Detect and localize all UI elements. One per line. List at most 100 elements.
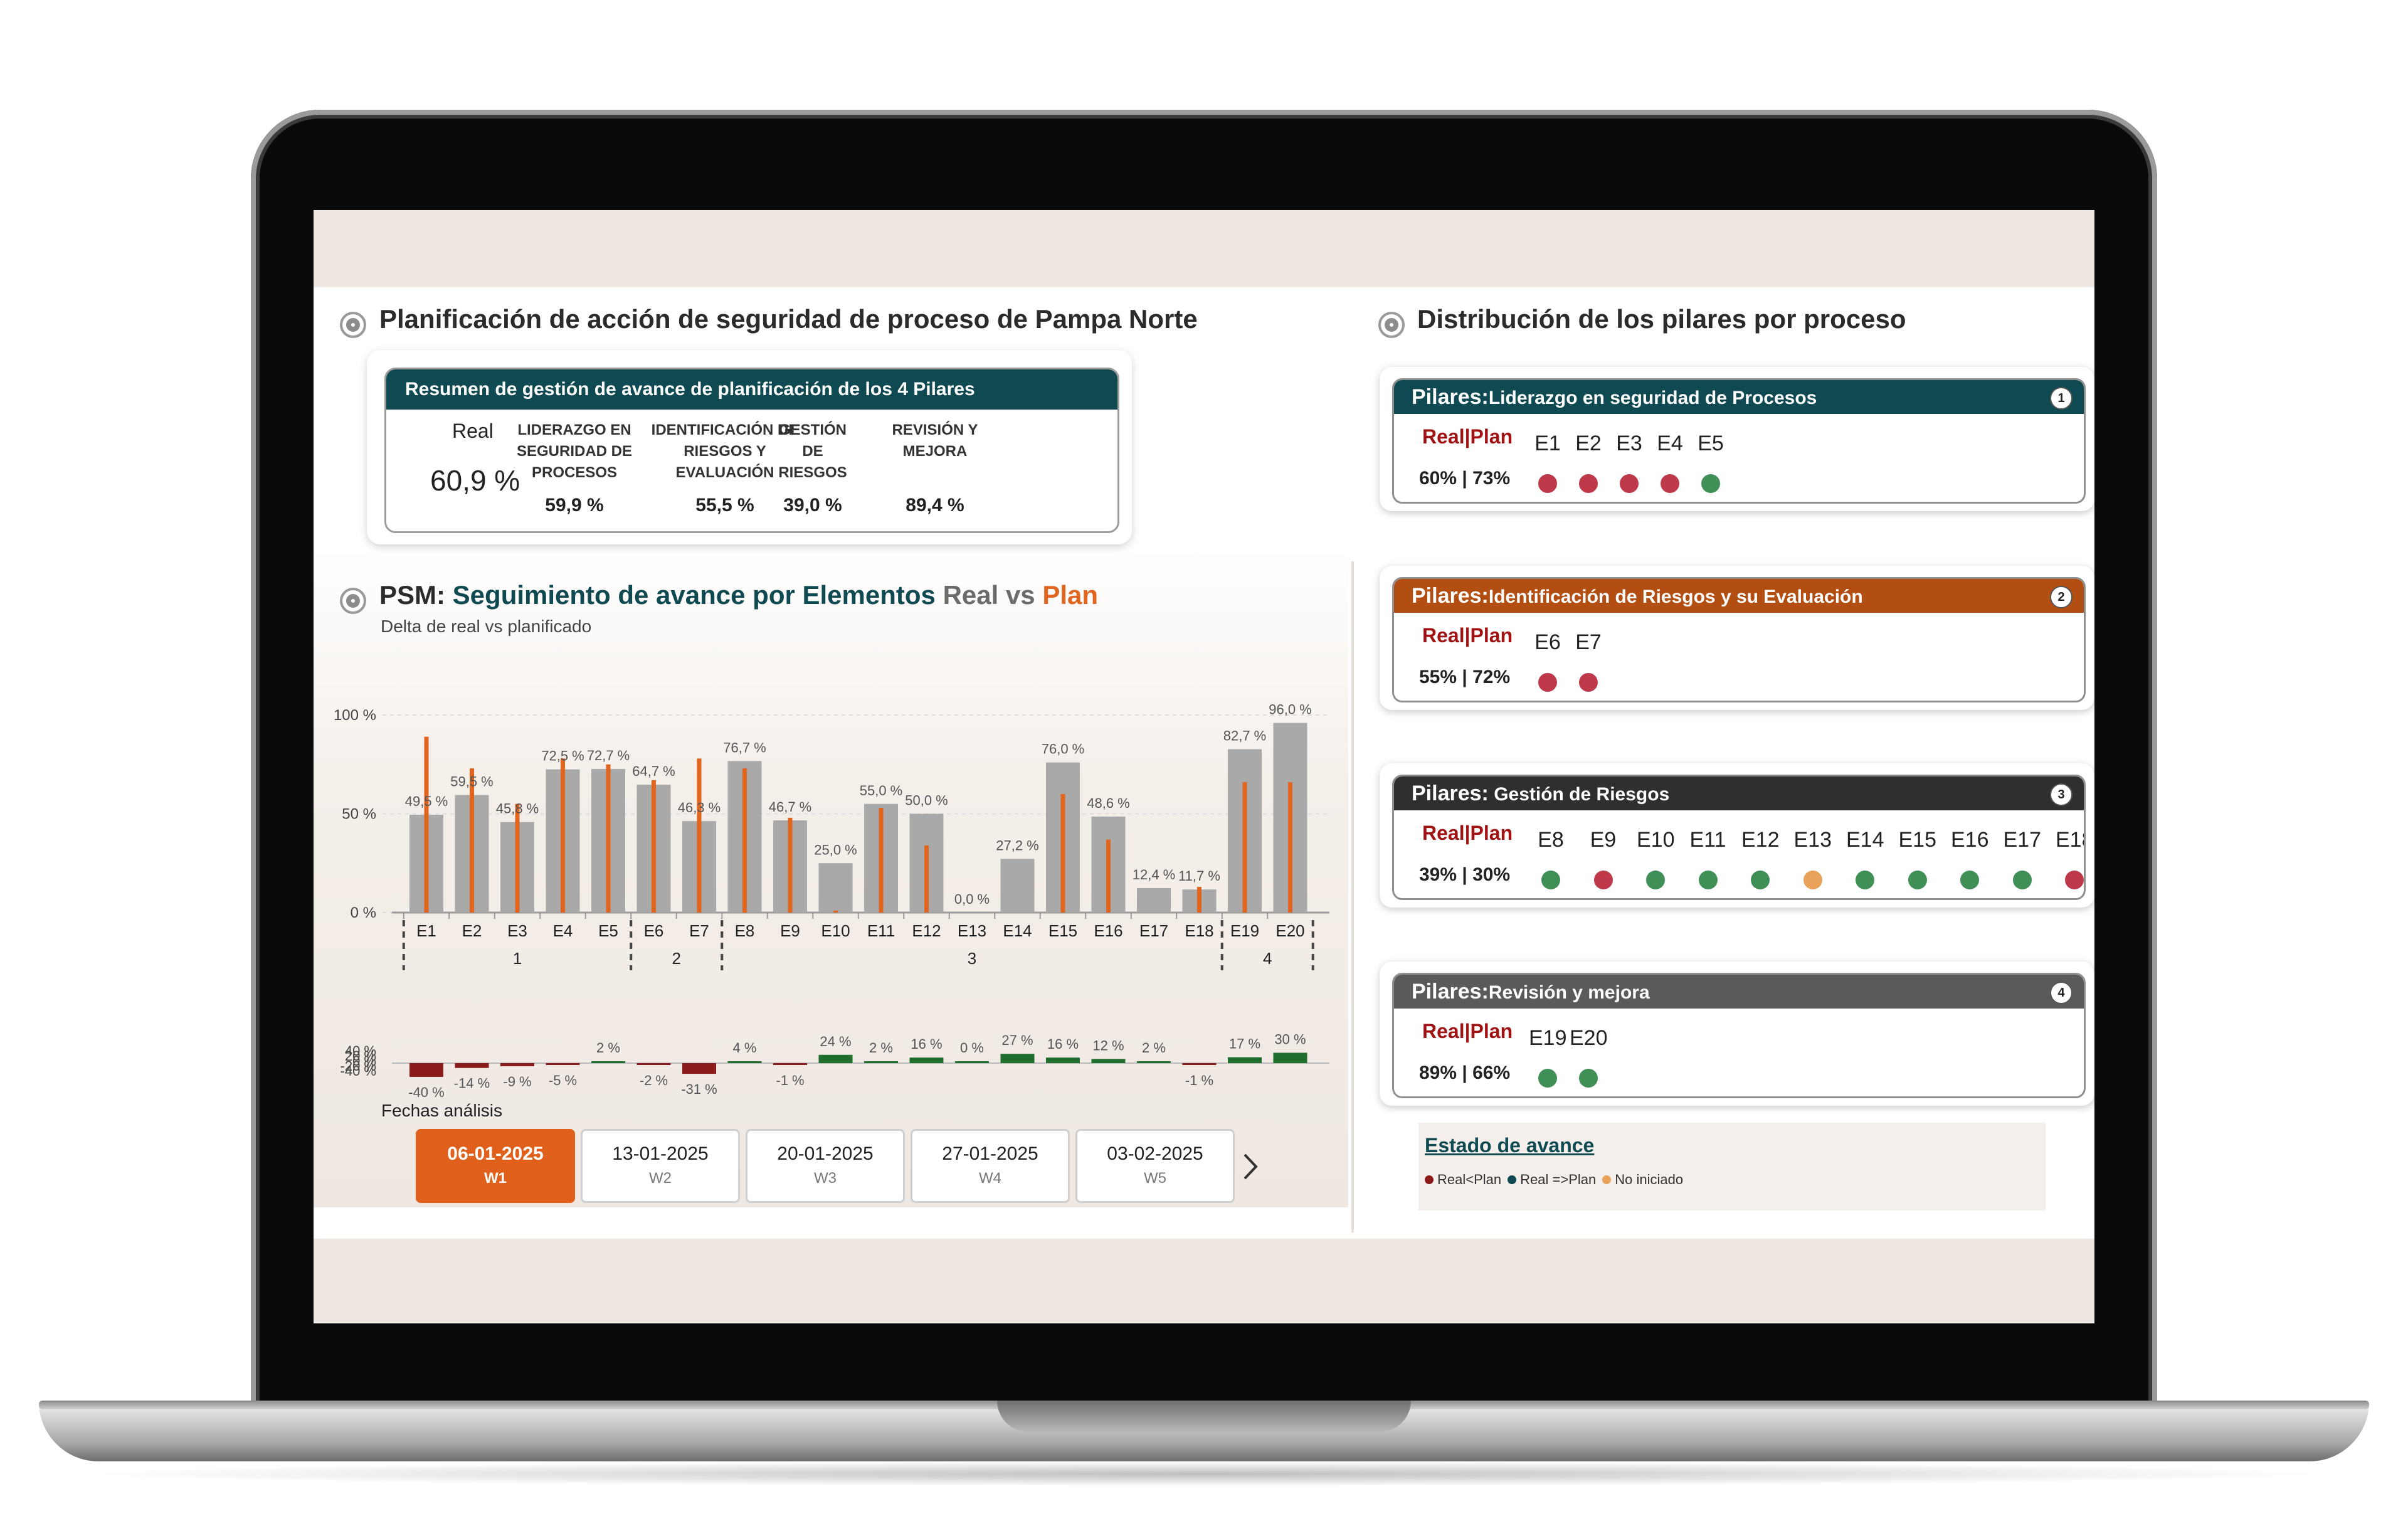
delta-data-label: -1 %: [776, 1073, 804, 1088]
pillar-element-label: E13: [1793, 828, 1832, 852]
date-button[interactable]: 06-01-2025 W1: [416, 1129, 575, 1203]
status-dot: [1803, 871, 1822, 889]
x-tick-label: E8: [735, 921, 755, 940]
legend-label: No iniciado: [1615, 1172, 1684, 1187]
pillar-header: Pilares:Identificación de Riesgos y su E…: [1394, 579, 2084, 613]
x-tick-label: E3: [507, 921, 527, 940]
summary-header: Resumen de gestión de avance de planific…: [386, 369, 1117, 410]
summary-column-header: LIDERAZGO EN: [517, 421, 631, 438]
legend-dot: [1602, 1175, 1612, 1184]
right-section-title: Distribución de los pilares por proceso: [1417, 304, 1906, 334]
status-dot: [1661, 474, 1679, 493]
pillar-card-inner: Pilares:Identificación de Riesgos y su E…: [1392, 577, 2086, 702]
legend-item: No iniciado: [1602, 1172, 1683, 1188]
date-button-date: 06-01-2025: [447, 1143, 544, 1164]
status-dot: [1751, 871, 1770, 889]
status-dot: [1538, 673, 1557, 692]
x-tick-label: E12: [912, 921, 941, 940]
real-data-label: 50,0 %: [905, 793, 948, 808]
x-tick-label: E4: [553, 921, 573, 940]
pillar-element-label: E16: [1951, 828, 1989, 852]
pillar-header-label: Pilares:: [1412, 385, 1489, 409]
date-button[interactable]: 27-01-2025 W4: [911, 1129, 1070, 1203]
real-plan-label: Real|Plan: [1422, 624, 1513, 647]
pillar-header-label: Pilares:: [1412, 584, 1489, 608]
dashboard-screen: Planificación de acción de seguridad de …: [314, 210, 2094, 1323]
delta-y-tick-label: 0 %: [352, 1053, 376, 1069]
group-label: 4: [1263, 949, 1272, 968]
real-bar: [1137, 887, 1171, 913]
summary-column-header: RIESGOS Y: [684, 443, 766, 460]
delta-data-label: 16 %: [1047, 1036, 1079, 1052]
delta-data-label: 2 %: [596, 1040, 620, 1056]
date-button[interactable]: 03-02-2025 W5: [1075, 1129, 1235, 1203]
delta-bar: [1000, 1054, 1035, 1063]
legend-title[interactable]: Estado de avance: [1425, 1134, 1595, 1157]
x-tick-label: E6: [644, 921, 664, 940]
psm-prefix: PSM:: [379, 580, 445, 610]
section-radio-icon[interactable]: [340, 588, 366, 614]
real-data-label: 76,7 %: [723, 739, 766, 755]
y-tick-label: 50 %: [342, 806, 376, 823]
x-tick-label: E15: [1048, 921, 1077, 940]
delta-bar: [636, 1063, 671, 1065]
x-tick-label: E11: [867, 921, 895, 940]
delta-data-label: 17 %: [1229, 1036, 1260, 1052]
delta-data-label: 4 %: [733, 1040, 757, 1056]
real-data-label: 11,7 %: [1178, 868, 1220, 884]
summary-column-header: REVISIÓN Y: [892, 421, 978, 438]
real-data-label: 49,5 %: [405, 793, 448, 809]
delta-data-label: 24 %: [820, 1034, 851, 1049]
delta-bar: [409, 1063, 443, 1077]
summary-column-header: EVALUACIÓN: [675, 464, 774, 481]
x-tick-label: E13: [958, 921, 986, 940]
pillar-element-label: E19: [1529, 1026, 1567, 1050]
section-radio-icon[interactable]: [1378, 312, 1405, 338]
x-tick-label: E16: [1094, 921, 1122, 940]
pillar-number-badge: 3: [2050, 783, 2073, 806]
pillar-element-label: E15: [1898, 828, 1937, 852]
pillar-header: Pilares:Liderazgo en seguridad de Proces…: [1394, 380, 2084, 414]
pillar-name: Revisión y mejora: [1488, 982, 1650, 1003]
date-button-week: W2: [649, 1170, 672, 1187]
chevron-right-icon[interactable]: [1238, 1151, 1264, 1182]
plan-bar: [742, 768, 747, 913]
y-tick-label: 100 %: [334, 707, 376, 724]
pillar-card-inner: Pilares:Revisión y mejora 4 Real|Plan 89% |…: [1392, 973, 2086, 1098]
plan-bar: [1106, 839, 1111, 913]
status-dot: [2012, 871, 2032, 889]
pillar-number-badge: 4: [2050, 982, 2073, 1004]
status-dot: [1620, 474, 1639, 493]
delta-data-label: -2 %: [640, 1073, 668, 1088]
summary-column-header: DE: [802, 443, 823, 460]
plan-bar: [788, 817, 793, 913]
date-button[interactable]: 13-01-2025 W2: [581, 1129, 740, 1203]
status-dot: [1579, 474, 1598, 493]
plan-bar: [924, 845, 929, 913]
legend-item: Real =>Plan: [1508, 1172, 1596, 1188]
pillar-element-label: E9: [1590, 828, 1617, 852]
plan-bar: [1242, 782, 1247, 913]
pillar-element-label: E2: [1575, 432, 1602, 455]
delta-bar: [727, 1061, 762, 1063]
group-label: 2: [672, 949, 681, 968]
summary-column-value: 39,0 %: [783, 495, 842, 516]
plan-bar: [515, 803, 520, 913]
psm-title-vs: vs: [1005, 580, 1035, 610]
section-radio-icon[interactable]: [340, 312, 366, 338]
pillar-element-label: E20: [1570, 1026, 1608, 1050]
real-vs-plan-chart: 100 % 50 % 0 % 49,5 % E1 59,5 % E2 45,8 % E3 72,5…: [334, 702, 1329, 1100]
delta-bar: [546, 1063, 580, 1065]
status-dot: [1646, 871, 1665, 889]
psm-subtitle: Delta de real vs planificado: [381, 617, 592, 636]
pillar-card[interactable]: Pilares:Identificación de Riesgos y su E…: [1380, 566, 2094, 710]
top-band: [314, 210, 2094, 287]
status-dot: [1538, 1069, 1557, 1088]
pillar-card[interactable]: Pilares: Gestión de Riesgos 3 Real|Plan 39%…: [1380, 763, 2094, 908]
delta-bar: [1182, 1063, 1217, 1065]
pillar-card[interactable]: Pilares:Revisión y mejora 4 Real|Plan 89% |…: [1380, 962, 2094, 1106]
date-button[interactable]: 20-01-2025 W3: [746, 1129, 905, 1203]
pillar-card[interactable]: Pilares:Liderazgo en seguridad de Proces…: [1380, 367, 2094, 511]
pillar-number-badge: 2: [2050, 586, 2073, 608]
delta-bar: [682, 1063, 716, 1074]
